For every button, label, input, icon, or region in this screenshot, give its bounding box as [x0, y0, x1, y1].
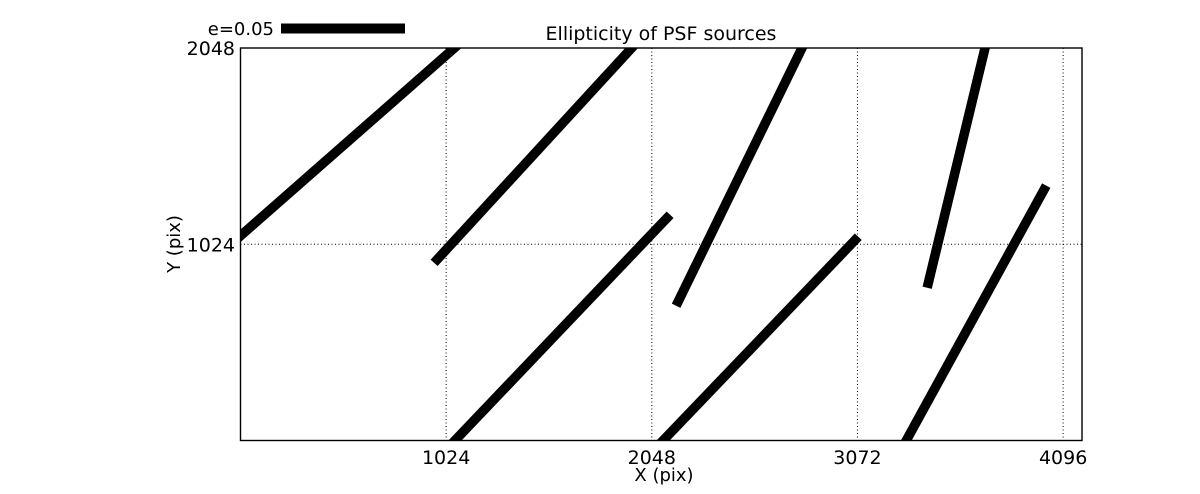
plot-border	[239, 47, 1083, 442]
x-tick-labels: 1024 2048 3072 4096	[422, 447, 1087, 469]
legend-label: e=0.05	[208, 19, 274, 40]
whisker-segment	[448, 211, 674, 441]
y-axis-label: Y (pix)	[164, 215, 185, 274]
whisker-segment	[671, 48, 808, 308]
x-tick-label: 2048	[628, 447, 676, 469]
whisker-segment	[240, 48, 462, 243]
whisker-segment	[922, 48, 990, 289]
x-tick-label: 1024	[422, 447, 470, 469]
x-tick-label: 4096	[1039, 447, 1087, 469]
y-tick-labels: 1024 2048	[187, 38, 235, 256]
y-tick-label: 2048	[187, 38, 235, 60]
whisker-segment	[656, 233, 862, 441]
grid-layer	[240, 48, 1082, 441]
x-tick-label: 3072	[833, 447, 881, 469]
plot-title: Ellipticity of PSF sources	[546, 23, 777, 45]
y-tick-label: 1024	[187, 234, 235, 256]
whisker-layer	[240, 48, 1051, 441]
x-axis-label: X (pix)	[634, 465, 693, 486]
whisker-segment	[430, 48, 639, 267]
whisker-segment	[900, 183, 1051, 441]
